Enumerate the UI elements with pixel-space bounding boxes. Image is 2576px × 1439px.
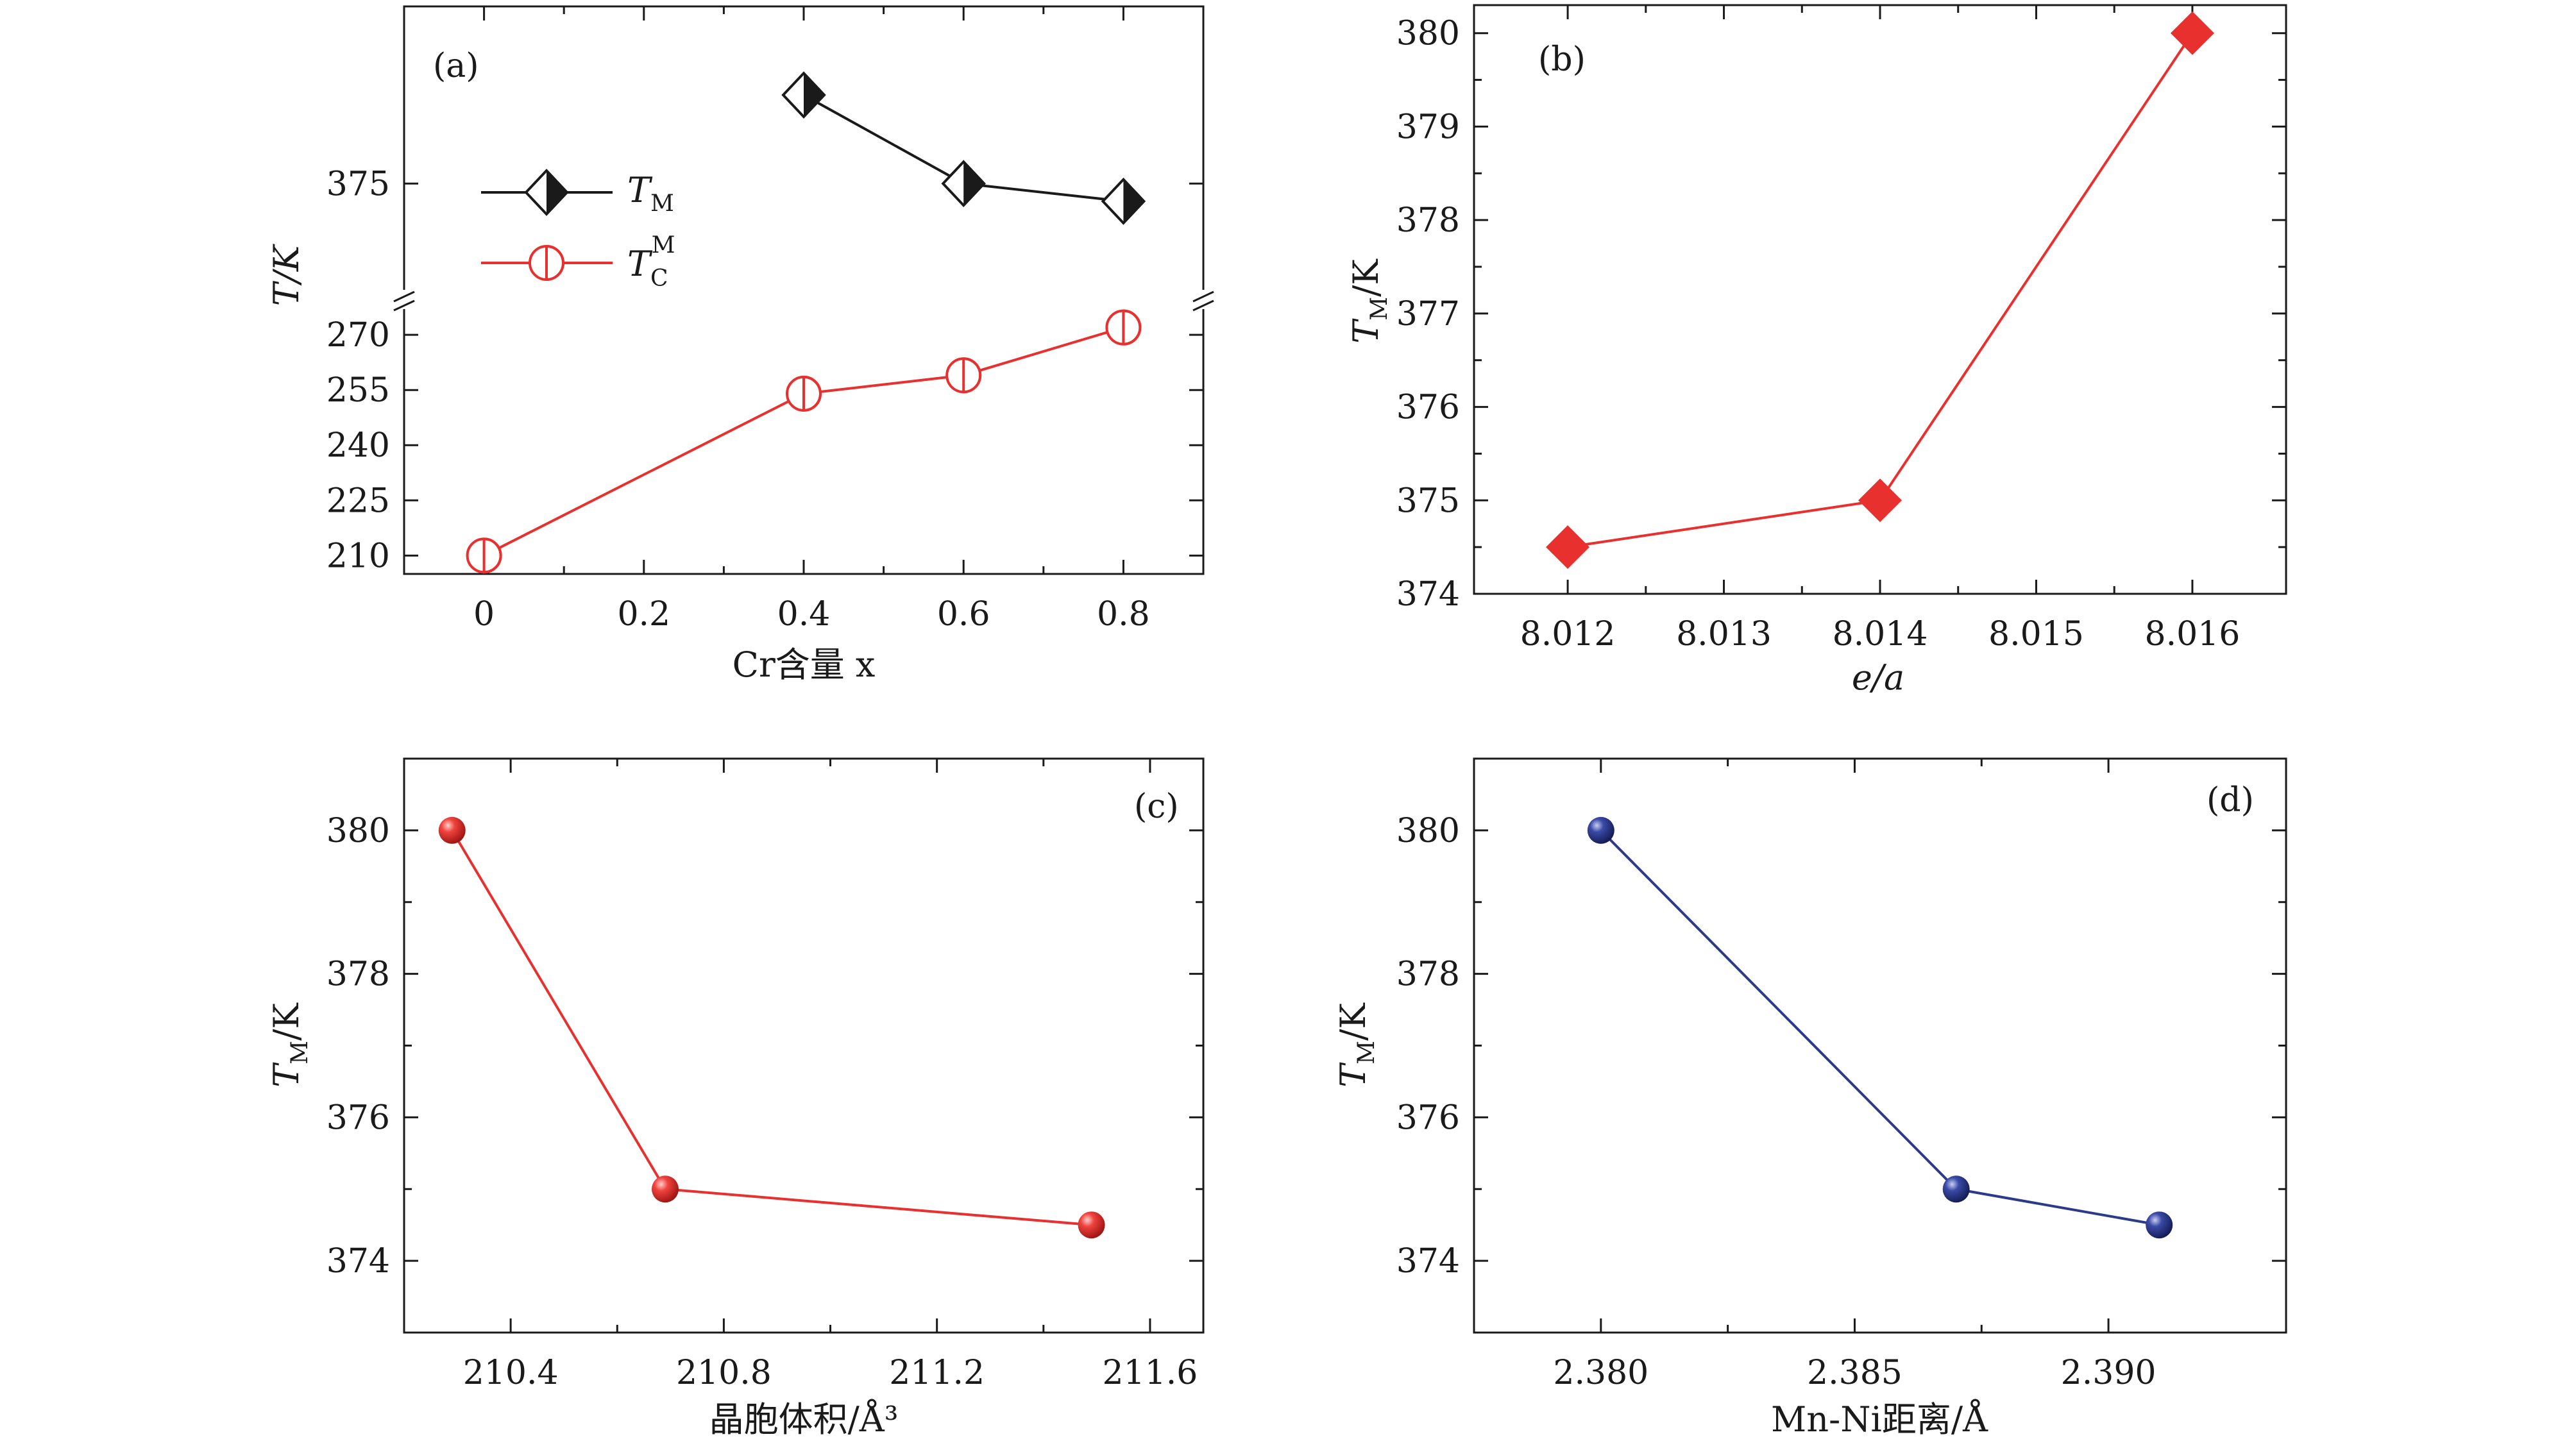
panel-a-xtick-label: 0.8 <box>1097 595 1150 634</box>
panel-b-xtick-label: 8.012 <box>1520 615 1616 653</box>
panel-c-ylabel: TM/K <box>266 1002 313 1088</box>
panel-d: 2.380 2.385 2.390 374 376 378 380 (d) TM/K Mn-… <box>1333 759 2286 1439</box>
panel-a-tcm-line <box>484 328 1124 556</box>
panel-c-ytick-label: 380 <box>326 812 390 850</box>
panel-b-label: (b) <box>1538 40 1586 79</box>
panel-d-point <box>2146 1211 2173 1238</box>
panel-a-tcm-point <box>468 539 501 572</box>
legend-tm-text: TM <box>627 170 674 217</box>
panel-d-ytick-label: 378 <box>1396 955 1460 994</box>
panel-c: 210.4 210.8 211.2 211.6 374 376 378 380 (c) TM/… <box>266 759 1203 1439</box>
panel-b-xtick-label: 8.016 <box>2144 615 2240 653</box>
panel-b-ytick-label: 374 <box>1396 575 1460 614</box>
panel-a-tm-point <box>783 73 824 117</box>
panel-a-ylabel: T/K <box>266 244 307 306</box>
panel-d-line <box>1601 830 2159 1225</box>
panel-d-label: (d) <box>2207 781 2254 820</box>
panel-c-point <box>1078 1211 1105 1238</box>
panel-a-tcm-point <box>947 358 980 392</box>
panel-c-ytick-label: 374 <box>326 1242 390 1281</box>
panel-d-ylabel: TM/K <box>1333 1002 1380 1088</box>
panel-b-ytick-label: 376 <box>1396 389 1460 427</box>
panel-b-xtick-label: 8.015 <box>1988 615 2084 653</box>
panel-a-lower-ytick-label: 240 <box>326 426 390 465</box>
panel-b-xtick-label: 8.014 <box>1833 615 1928 653</box>
panel-c-xlabel: 晶胞体积/Å³ <box>709 1398 899 1439</box>
panel-a-lower-ytick-label: 210 <box>326 537 390 575</box>
legend-tm-marker <box>526 171 567 214</box>
panel-d-point <box>1588 817 1614 844</box>
panel-d-xtick-label: 2.380 <box>1553 1354 1648 1392</box>
panel-b-ylabel: TM/K <box>1346 258 1393 344</box>
panel-d-xlabel: Mn-Ni距离/Å <box>1771 1398 1988 1439</box>
panel-a-xtick-label: 0 <box>473 595 495 634</box>
panel-c-point <box>652 1175 679 1202</box>
panel-a-xtick-label: 0.4 <box>777 595 831 634</box>
panel-a-tm-point <box>943 162 984 205</box>
panel-a-upper-ytick-label: 375 <box>326 165 390 203</box>
panel-a-lower-ytick-label: 255 <box>326 371 390 410</box>
panel-d-ytick-label: 380 <box>1396 812 1460 850</box>
panel-a-tcm-point <box>787 377 820 410</box>
panel-a-lower-ytick-label: 225 <box>326 482 390 520</box>
legend-tcm-text: TCM <box>627 232 675 292</box>
panel-b-ytick-label: 378 <box>1396 201 1460 240</box>
panel-a-xlabel: Cr含量 x <box>733 644 876 685</box>
panel-b-ytick-label: 380 <box>1396 15 1460 53</box>
panel-b-ytick-label: 377 <box>1396 295 1460 333</box>
panel-b: 8.012 8.013 8.014 8.015 8.016 374 375 376 377 378… <box>1346 5 2286 698</box>
panel-a-label: (a) <box>433 47 479 85</box>
panel-b-xlabel: e/a <box>1852 657 1904 698</box>
panel-c-line <box>452 830 1092 1225</box>
panel-d-point <box>1943 1175 1970 1202</box>
figure: 0 0.2 0.4 0.6 0.8375210225240255270 (a) T/K … <box>0 0 2576 1439</box>
panel-c-point <box>439 817 466 844</box>
panel-a-legend: TM TCM <box>481 170 675 292</box>
panel-c-xtick-label: 211.6 <box>1102 1354 1198 1392</box>
panel-c-frame <box>404 759 1203 1333</box>
panel-a-tm-point <box>1103 180 1144 223</box>
panel-c-ytick-label: 378 <box>326 955 390 994</box>
panel-a-xtick-label: 0.6 <box>937 595 990 634</box>
panel-d-ytick-label: 376 <box>1396 1098 1460 1137</box>
panel-c-xtick-label: 210.8 <box>676 1354 772 1392</box>
panel-c-xtick-label: 210.4 <box>463 1354 559 1392</box>
legend-tcm-marker <box>530 246 563 280</box>
panel-b-point <box>1546 525 1589 569</box>
panel-d-frame <box>1474 759 2286 1333</box>
panel-d-xtick-label: 2.390 <box>2061 1354 2157 1392</box>
panel-a-lower-ytick-label: 270 <box>326 316 390 355</box>
panel-d-xtick-label: 2.385 <box>1807 1354 1902 1392</box>
panel-a-xtick-label: 0.2 <box>617 595 670 634</box>
panel-a-tcm-point <box>1106 311 1140 344</box>
panel-b-line <box>1568 33 2192 547</box>
panel-c-xtick-label: 211.2 <box>889 1354 985 1392</box>
panel-b-ytick-label: 375 <box>1396 482 1460 520</box>
panel-b-xtick-label: 8.013 <box>1676 615 1772 653</box>
panel-c-ytick-label: 376 <box>326 1098 390 1137</box>
panel-d-ytick-label: 374 <box>1396 1242 1460 1281</box>
panel-b-point <box>1858 478 1902 522</box>
panel-c-label: (c) <box>1134 787 1179 826</box>
panel-b-ytick-label: 379 <box>1396 108 1460 146</box>
panel-b-point <box>2171 12 2214 55</box>
